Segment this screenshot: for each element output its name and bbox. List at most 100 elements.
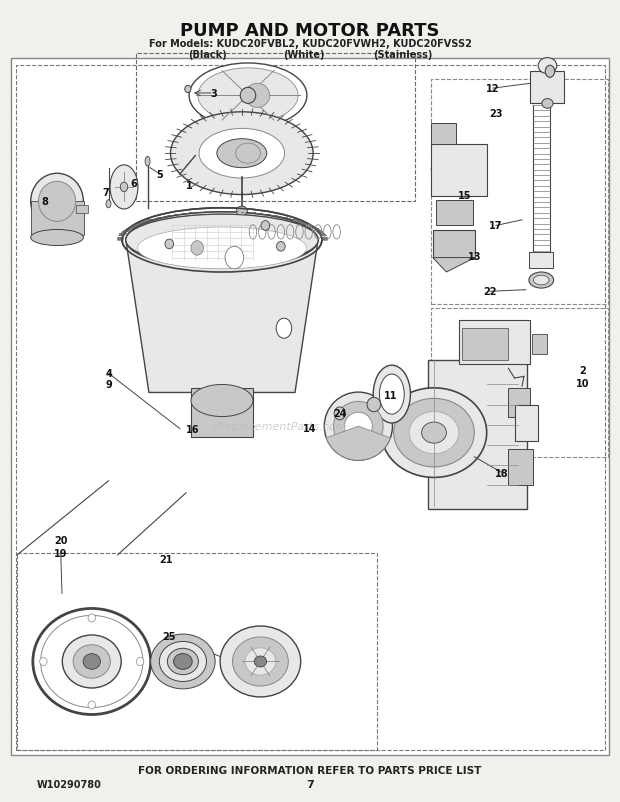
Wedge shape xyxy=(326,427,391,460)
Ellipse shape xyxy=(40,658,47,666)
Ellipse shape xyxy=(151,634,215,689)
Text: 18: 18 xyxy=(495,468,509,478)
Ellipse shape xyxy=(159,642,206,682)
Bar xyxy=(431,309,608,457)
Bar xyxy=(431,124,456,144)
Text: (White): (White) xyxy=(283,50,324,59)
Text: 1: 1 xyxy=(186,181,192,191)
Bar xyxy=(191,389,253,437)
Ellipse shape xyxy=(120,183,128,192)
Ellipse shape xyxy=(40,616,143,707)
Text: 24: 24 xyxy=(333,409,347,419)
Bar xyxy=(11,59,609,755)
Text: 6: 6 xyxy=(130,179,136,188)
Bar xyxy=(433,231,475,258)
Ellipse shape xyxy=(88,614,95,622)
Text: 22: 22 xyxy=(483,287,497,297)
Ellipse shape xyxy=(62,635,121,688)
Ellipse shape xyxy=(145,157,150,167)
Ellipse shape xyxy=(106,200,111,209)
Ellipse shape xyxy=(185,86,191,93)
Ellipse shape xyxy=(241,88,256,104)
Ellipse shape xyxy=(373,366,410,423)
Text: 8: 8 xyxy=(41,197,48,207)
Ellipse shape xyxy=(334,407,345,420)
Ellipse shape xyxy=(217,140,267,168)
Ellipse shape xyxy=(542,99,553,109)
Text: 2: 2 xyxy=(580,366,586,375)
Ellipse shape xyxy=(379,375,404,415)
Bar xyxy=(436,200,473,226)
Text: 14: 14 xyxy=(303,423,317,433)
Text: 17: 17 xyxy=(489,221,503,231)
Ellipse shape xyxy=(529,273,554,289)
Text: 10: 10 xyxy=(576,379,590,388)
Text: 4: 4 xyxy=(105,369,112,379)
Ellipse shape xyxy=(122,209,322,273)
Ellipse shape xyxy=(30,230,83,246)
Bar xyxy=(462,329,508,361)
Bar xyxy=(515,405,538,441)
Ellipse shape xyxy=(276,318,292,339)
Ellipse shape xyxy=(126,213,318,269)
Bar xyxy=(17,553,377,750)
Text: 19: 19 xyxy=(54,549,68,558)
Ellipse shape xyxy=(110,165,138,209)
Text: PUMP AND MOTOR PARTS: PUMP AND MOTOR PARTS xyxy=(180,22,440,39)
Text: FOR ORDERING INFORMATION REFER TO PARTS PRICE LIST: FOR ORDERING INFORMATION REFER TO PARTS … xyxy=(138,765,482,775)
Ellipse shape xyxy=(538,59,557,75)
Bar xyxy=(530,72,564,104)
Text: 7: 7 xyxy=(306,780,314,789)
Ellipse shape xyxy=(236,144,260,164)
Ellipse shape xyxy=(126,215,318,266)
Polygon shape xyxy=(126,241,318,393)
Ellipse shape xyxy=(167,649,198,674)
Ellipse shape xyxy=(174,654,192,670)
Ellipse shape xyxy=(170,113,313,195)
Text: 15: 15 xyxy=(458,191,472,200)
Ellipse shape xyxy=(83,654,100,670)
Ellipse shape xyxy=(533,276,549,286)
Text: 21: 21 xyxy=(159,555,173,565)
Bar xyxy=(431,144,487,196)
Ellipse shape xyxy=(367,398,381,412)
Ellipse shape xyxy=(381,388,487,478)
Ellipse shape xyxy=(198,69,298,124)
Text: 5: 5 xyxy=(157,170,163,180)
Text: 11: 11 xyxy=(384,391,397,400)
Polygon shape xyxy=(433,258,475,273)
Ellipse shape xyxy=(33,609,151,715)
Ellipse shape xyxy=(245,648,276,675)
Ellipse shape xyxy=(345,413,372,440)
Ellipse shape xyxy=(165,240,174,249)
Ellipse shape xyxy=(191,385,253,417)
Ellipse shape xyxy=(38,182,76,222)
Text: For Models: KUDC20FVBL2, KUDC20FVWH2, KUDC20FVSS2: For Models: KUDC20FVBL2, KUDC20FVWH2, KU… xyxy=(149,39,471,49)
Bar xyxy=(508,449,533,485)
Ellipse shape xyxy=(232,637,288,687)
Text: 16: 16 xyxy=(185,425,199,435)
Ellipse shape xyxy=(133,220,311,265)
Ellipse shape xyxy=(199,129,285,179)
Text: (Stainless): (Stainless) xyxy=(373,50,433,59)
Ellipse shape xyxy=(73,645,110,678)
Ellipse shape xyxy=(225,247,244,269)
Ellipse shape xyxy=(88,701,95,709)
Bar xyxy=(431,80,608,305)
Ellipse shape xyxy=(30,174,83,230)
Ellipse shape xyxy=(324,393,392,460)
Ellipse shape xyxy=(409,412,459,454)
Bar xyxy=(428,361,527,509)
Text: 12: 12 xyxy=(486,84,500,94)
Bar xyxy=(532,334,547,354)
Bar xyxy=(76,206,88,214)
Ellipse shape xyxy=(277,242,285,252)
Text: W10290780: W10290780 xyxy=(37,780,102,789)
Ellipse shape xyxy=(220,626,301,697)
Ellipse shape xyxy=(261,221,270,231)
Ellipse shape xyxy=(136,658,144,666)
Ellipse shape xyxy=(245,84,270,108)
Ellipse shape xyxy=(254,656,267,667)
Text: eReplacementParts.com: eReplacementParts.com xyxy=(211,422,347,431)
Text: 7: 7 xyxy=(102,188,108,197)
